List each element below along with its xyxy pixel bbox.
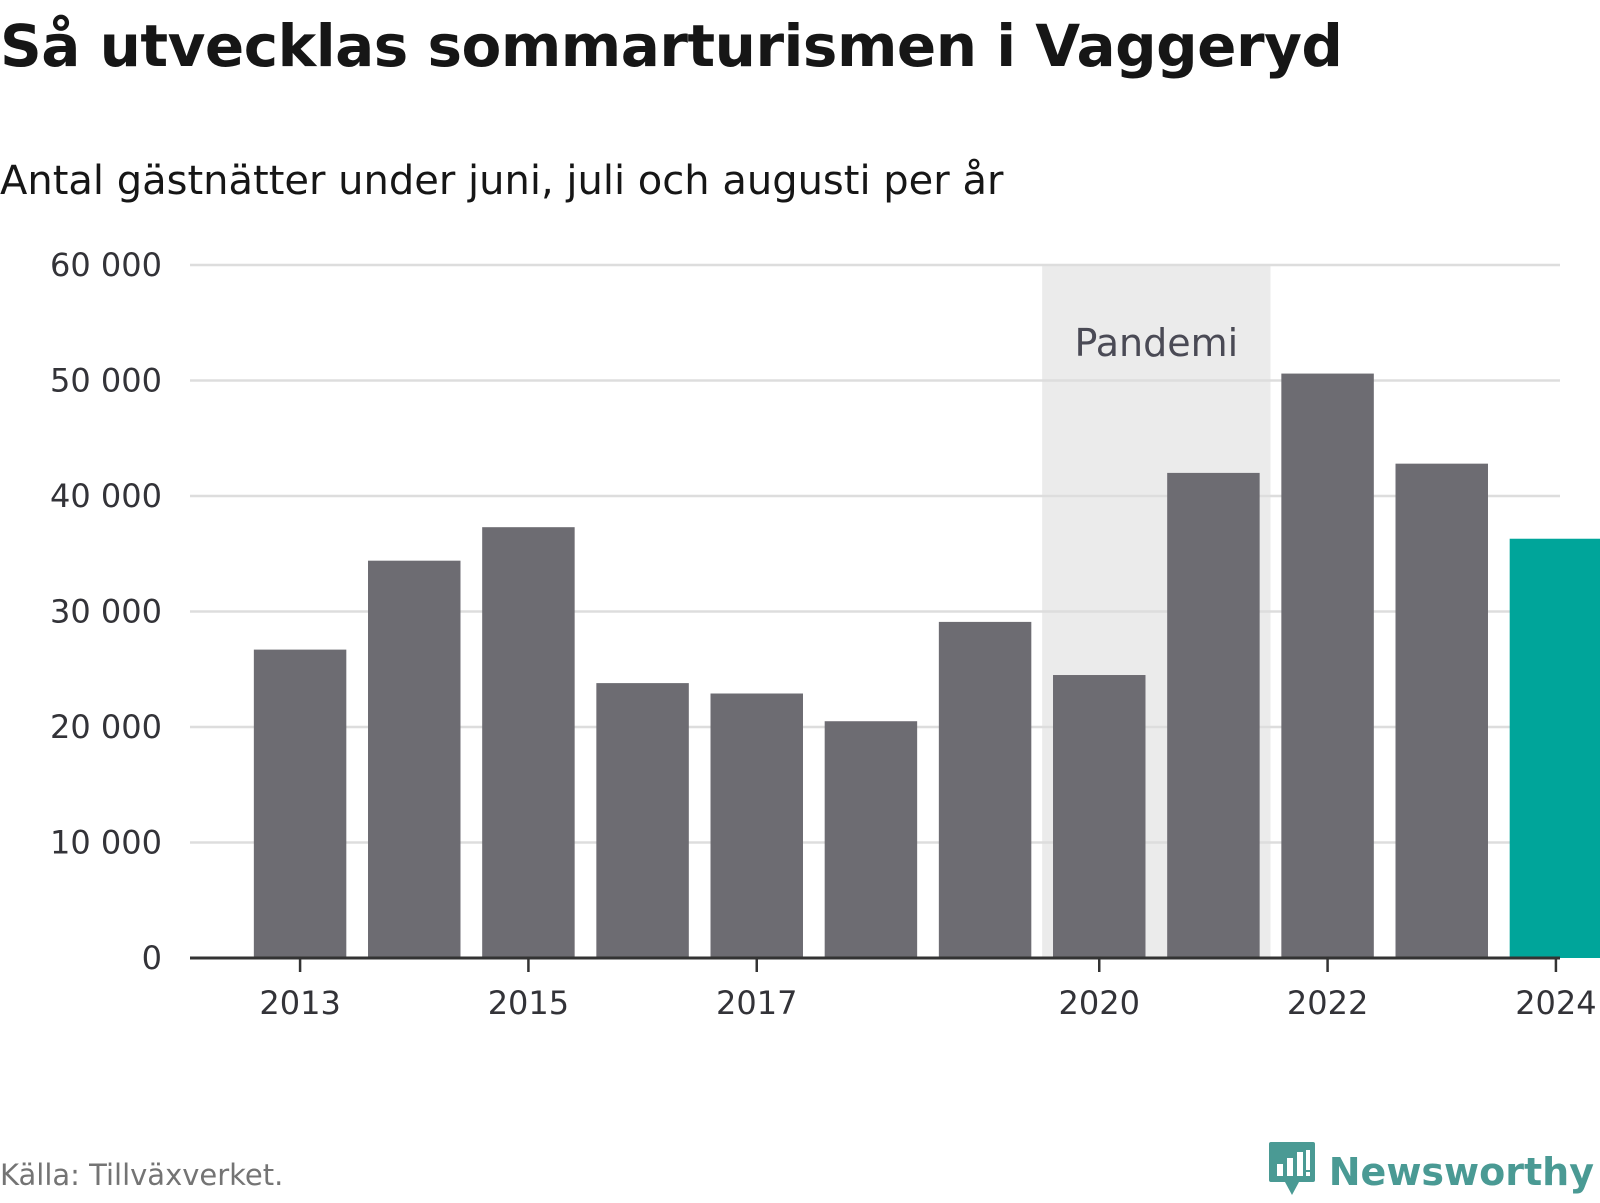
bar-2023 [1395,463,1488,958]
y-tick-label: 60 000 [50,246,162,284]
bar-2016 [596,683,689,958]
bar-2019 [938,621,1032,958]
axis-layer [190,956,1560,972]
newsworthy-logo-icon [1267,1140,1317,1203]
y-tick-label: 20 000 [50,708,162,746]
brand-name: Newsworthy [1328,1149,1594,1194]
y-tick-label: 0 [142,939,162,977]
y-tick-label: 50 000 [50,362,162,400]
x-tick-label: 2024 [1515,984,1596,1022]
y-tick-label: 40 000 [50,477,162,515]
pandemic-label: Pandemi [1075,321,1239,365]
x-tick-label: 2017 [716,984,797,1022]
y-tick-label: 10 000 [50,824,162,862]
bar-2015 [482,527,575,958]
bar-2013 [253,649,347,958]
x-tick-label: 2013 [259,984,340,1022]
y-tick-label: 30 000 [50,593,162,631]
bar-layer [253,373,1600,958]
bar-2017 [710,693,803,958]
brand[interactable]: Newsworthy [1267,1140,1594,1203]
source-note: Källa: Tillväxverket. [0,1158,284,1192]
bar-2020 [1053,675,1146,958]
chart-subtitle: Antal gästnätter under juni, juli och au… [0,158,1004,204]
chart-title: Så utvecklas sommarturismen i Vaggeryd [0,12,1343,80]
label-layer: 0 10 000 20 000 30 000 40 000 50 000 60 000 201… [50,246,1597,1022]
bar-2024 [1509,538,1600,958]
bar-2021 [1167,472,1260,958]
x-tick-label: 2020 [1059,984,1140,1022]
bar-2022 [1281,373,1374,958]
bar-2014 [368,560,461,958]
bar-2018 [824,721,918,958]
x-tick-label: 2015 [488,984,569,1022]
x-tick-label: 2022 [1287,984,1368,1022]
